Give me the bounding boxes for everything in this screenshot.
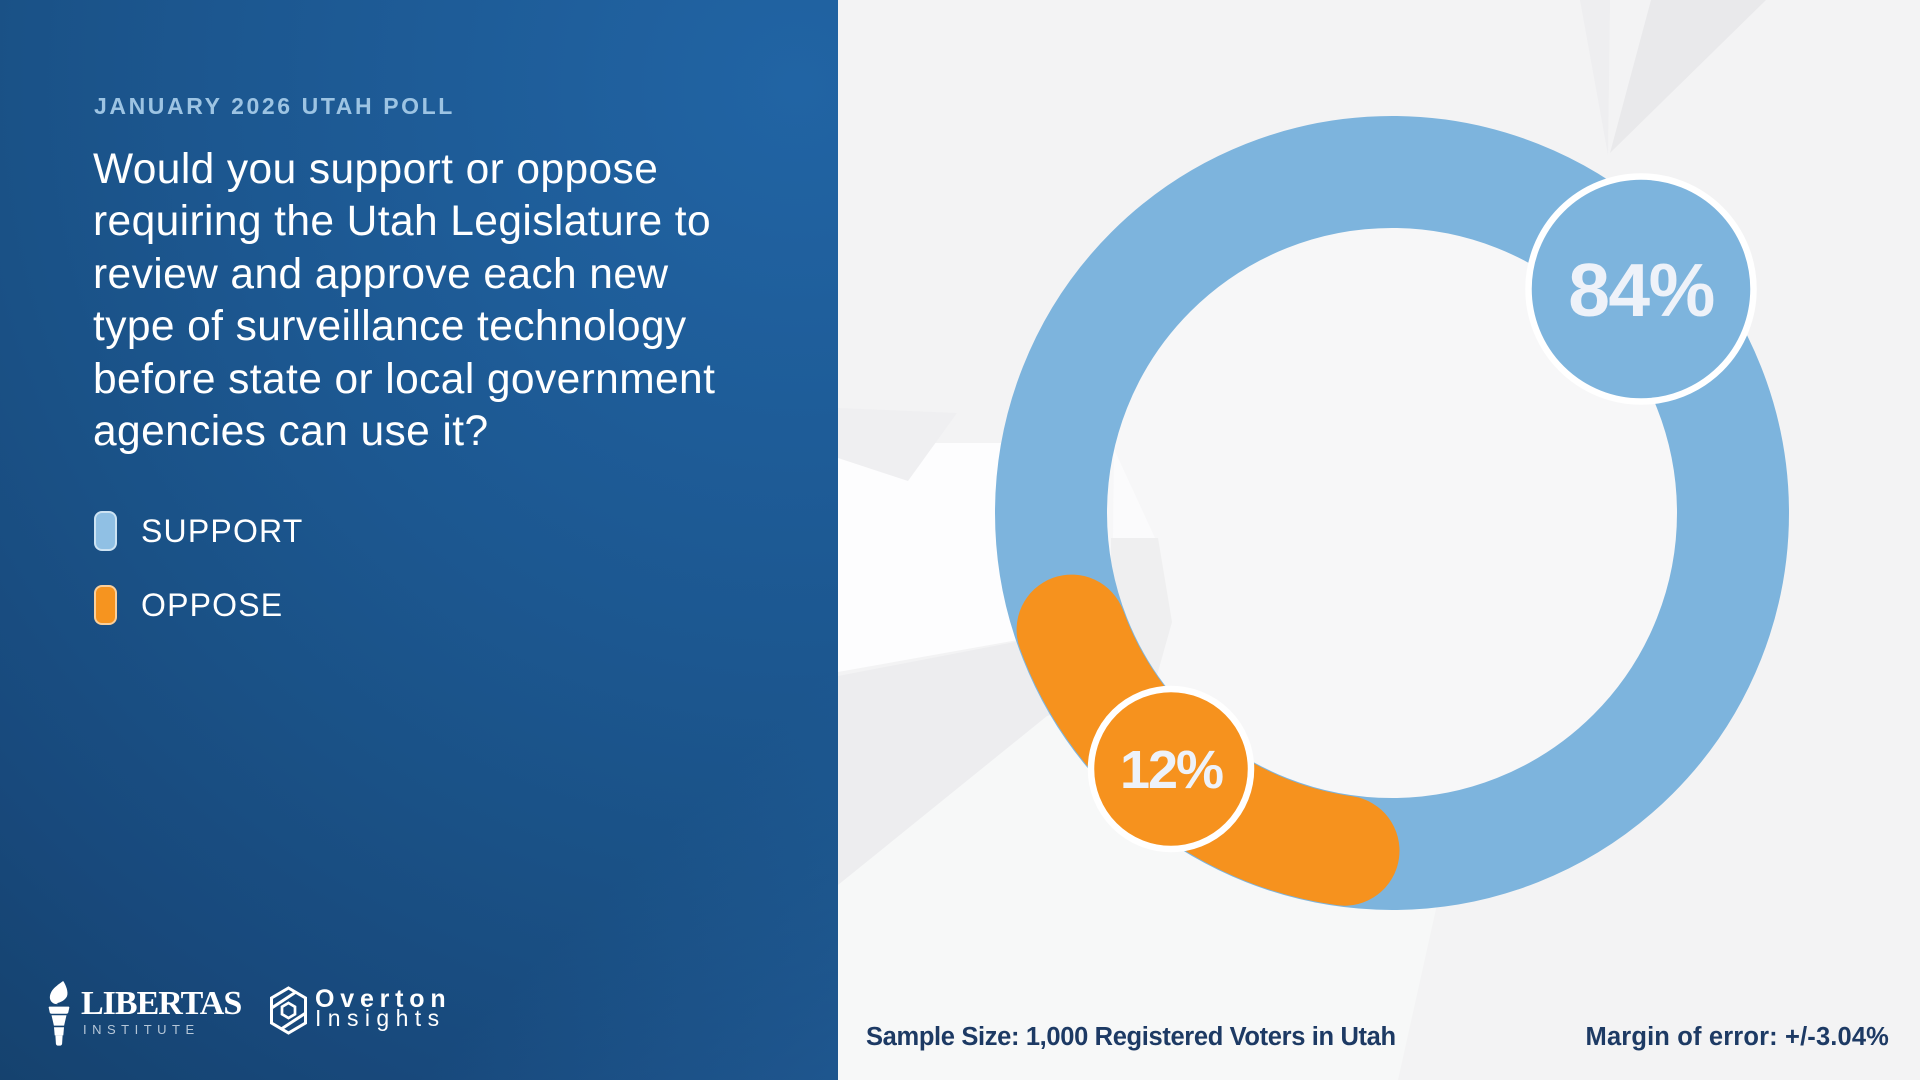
svg-text:84%: 84% — [1568, 248, 1714, 332]
svg-text:12%: 12% — [1120, 740, 1223, 800]
